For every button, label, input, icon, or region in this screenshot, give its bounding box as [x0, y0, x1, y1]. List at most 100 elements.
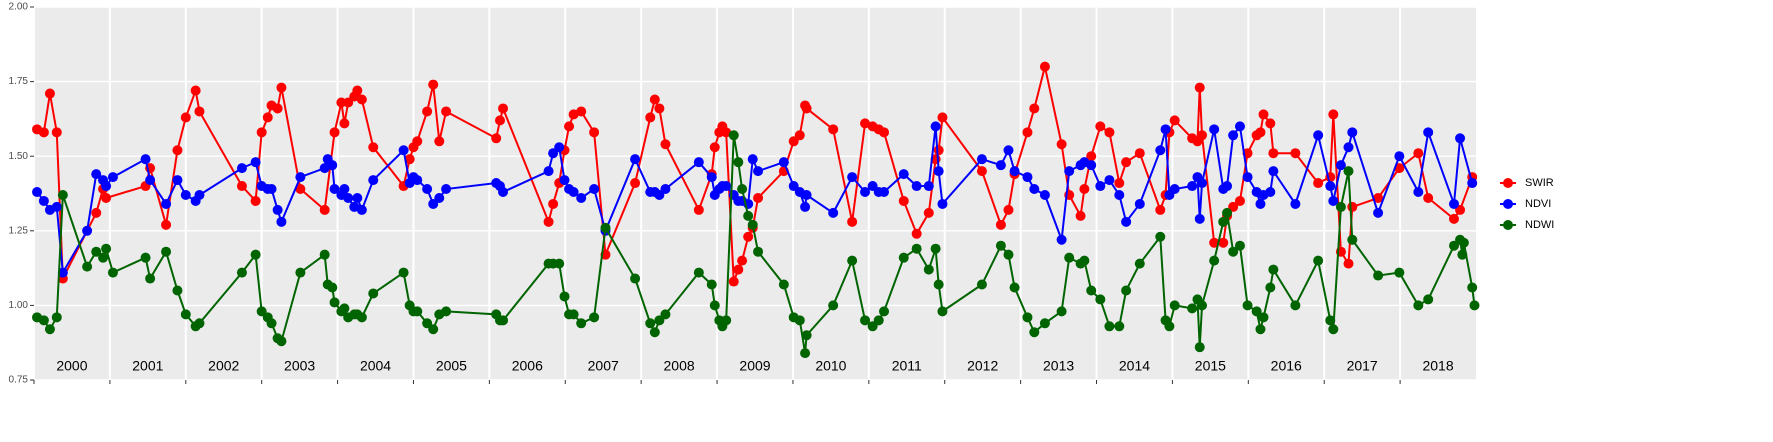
data-point	[190, 85, 201, 96]
data-point	[1423, 294, 1434, 305]
data-point	[57, 189, 68, 200]
data-point	[568, 109, 579, 120]
data-point	[1064, 166, 1075, 177]
data-point	[976, 154, 987, 165]
x-tick-label: 2001	[132, 358, 163, 374]
data-point	[543, 216, 554, 227]
data-point	[1114, 189, 1125, 200]
data-point	[743, 210, 754, 221]
data-point	[543, 166, 554, 177]
data-point	[356, 204, 367, 215]
data-point	[1022, 172, 1033, 183]
data-point	[576, 106, 587, 117]
data-point	[295, 184, 306, 195]
data-point	[1228, 246, 1239, 257]
data-point	[1079, 184, 1090, 195]
data-point	[800, 201, 811, 212]
data-point	[1169, 300, 1180, 311]
legend-label: NDVI	[1525, 198, 1551, 210]
data-point	[1160, 124, 1171, 135]
data-point	[1194, 82, 1205, 93]
data-point	[327, 282, 338, 293]
data-point	[1022, 127, 1033, 138]
data-point	[349, 201, 360, 212]
data-point	[721, 315, 732, 326]
data-point	[923, 264, 934, 275]
data-point	[559, 291, 570, 302]
data-point	[847, 216, 858, 227]
data-point	[319, 204, 330, 215]
y-tick-label: 0.75	[9, 375, 29, 386]
data-point	[1056, 234, 1067, 245]
data-point	[911, 243, 922, 254]
data-point	[649, 94, 660, 105]
x-tick-label: 2018	[1422, 358, 1453, 374]
data-point	[1325, 181, 1336, 192]
data-point	[1335, 160, 1346, 171]
data-point	[937, 112, 948, 123]
data-point	[82, 261, 93, 272]
data-point	[1209, 237, 1220, 248]
data-point	[494, 115, 505, 126]
data-point	[860, 118, 871, 129]
x-tick-label: 2003	[284, 358, 315, 374]
y-tick-label: 1.00	[9, 300, 29, 311]
data-point	[728, 130, 739, 141]
data-point	[319, 163, 330, 174]
legend-label: NDWI	[1525, 219, 1554, 231]
data-point	[794, 130, 805, 141]
data-point	[1022, 312, 1033, 323]
data-point	[778, 279, 789, 290]
data-point	[91, 207, 102, 218]
data-point	[1413, 187, 1424, 198]
data-point	[548, 198, 559, 209]
data-point	[329, 184, 340, 195]
data-point	[1242, 172, 1253, 183]
x-tick-label: 2013	[1043, 358, 1074, 374]
data-point	[630, 273, 641, 284]
data-point	[1009, 166, 1020, 177]
data-point	[828, 207, 839, 218]
data-point	[368, 142, 379, 153]
x-tick-label: 2015	[1195, 358, 1226, 374]
data-point	[1290, 300, 1301, 311]
data-point	[398, 267, 409, 278]
data-point	[498, 103, 509, 114]
data-point	[898, 169, 909, 180]
data-point	[733, 157, 744, 168]
data-point	[1218, 237, 1229, 248]
data-point	[693, 157, 704, 168]
data-point	[1121, 216, 1132, 227]
data-point	[1290, 148, 1301, 159]
data-point	[44, 88, 55, 99]
data-point	[1313, 255, 1324, 266]
data-point	[145, 273, 156, 284]
data-point	[343, 192, 354, 203]
data-point	[1343, 166, 1354, 177]
x-tick-label: 2014	[1119, 358, 1150, 374]
series-line	[36, 66, 1474, 283]
data-point	[1234, 240, 1245, 251]
data-point	[1197, 300, 1208, 311]
data-point	[38, 315, 49, 326]
data-point	[1095, 181, 1106, 192]
data-point	[1209, 124, 1220, 135]
data-point	[82, 225, 93, 236]
data-point	[800, 348, 811, 359]
data-point	[568, 187, 579, 198]
data-point	[441, 106, 452, 117]
data-point	[911, 228, 922, 239]
data-point	[747, 219, 758, 230]
data-point	[753, 192, 764, 203]
data-point	[1313, 178, 1324, 189]
x-tick-label: 2008	[664, 358, 695, 374]
data-point	[412, 175, 423, 186]
data-point	[1114, 178, 1125, 189]
data-point	[329, 297, 340, 308]
data-point	[1095, 121, 1106, 132]
data-point	[101, 192, 112, 203]
data-point	[352, 192, 363, 203]
data-point	[1155, 145, 1166, 156]
data-point	[1458, 237, 1469, 248]
